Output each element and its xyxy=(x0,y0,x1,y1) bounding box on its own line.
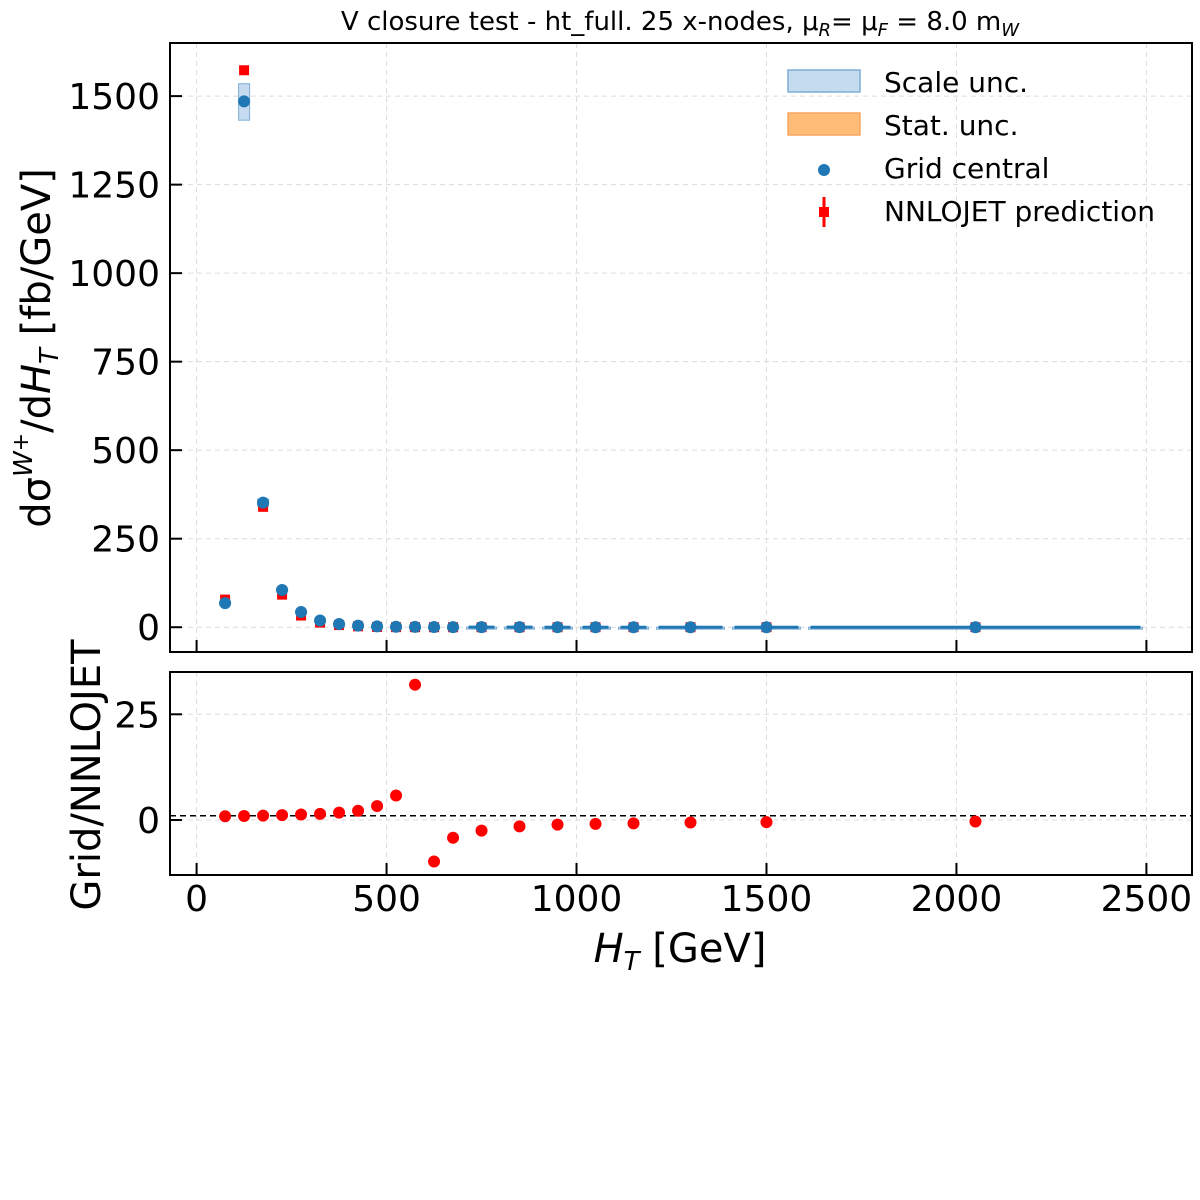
grid-central-point-12 xyxy=(447,621,460,634)
legend-label-2: Grid central xyxy=(884,152,1049,185)
legend-swatch-scale-unc xyxy=(787,69,861,93)
grid-central-point-13 xyxy=(475,621,488,634)
x-tick-label-1: 500 xyxy=(352,879,421,920)
grid-central-point-3 xyxy=(276,584,289,597)
grid-central-point-10 xyxy=(409,620,422,633)
ratio-point-13 xyxy=(475,824,488,837)
legend-swatch-grid-central xyxy=(818,164,830,176)
legend-label-1: Stat. unc. xyxy=(884,109,1018,142)
main-y-tick-label-6: 1500 xyxy=(68,77,160,118)
main-y-tick-label-1: 250 xyxy=(91,520,160,561)
ratio-y-axis-label: Grid/NNLOJET xyxy=(64,639,110,911)
ratio-y-tick-label-1: 25 xyxy=(114,695,160,736)
main-y-tick-label-5: 1250 xyxy=(68,166,160,207)
grid-central-point-4 xyxy=(295,605,308,618)
grid-central-point-5 xyxy=(314,614,327,627)
x-tick-label-4: 2000 xyxy=(911,879,1003,920)
main-y-axis-label: dσW+/dHT [fb/GeV] xyxy=(9,168,65,528)
main-panel-frame xyxy=(169,42,1193,653)
ratio-point-16 xyxy=(589,817,602,830)
ratio-y-tick-label-0: 0 xyxy=(137,801,160,842)
main-y-tick-label-3: 750 xyxy=(91,343,160,384)
legend-swatch-nnlojet xyxy=(819,207,829,217)
ratio-panel-frame xyxy=(169,671,1193,876)
ratio-point-0 xyxy=(219,810,232,823)
ratio-point-18 xyxy=(684,816,697,829)
ratio-point-19 xyxy=(760,816,773,829)
grid-central-point-18 xyxy=(684,621,697,634)
ratio-point-17 xyxy=(627,817,640,830)
ratio-point-6 xyxy=(333,806,346,819)
ratio-point-12 xyxy=(447,831,460,844)
ratio-point-1 xyxy=(238,810,251,823)
ratio-panel-grid xyxy=(170,672,1192,875)
main-y-tick-label-2: 500 xyxy=(91,431,160,472)
ratio-point-3 xyxy=(276,809,289,822)
x-tick-label-5: 2500 xyxy=(1101,879,1193,920)
ratio-point-7 xyxy=(352,804,365,817)
ratio-point-4 xyxy=(295,808,308,821)
grid-central-point-7 xyxy=(352,619,365,632)
x-tick-label-0: 0 xyxy=(185,879,208,920)
ratio-point-2 xyxy=(257,809,270,822)
ratio-point-9 xyxy=(390,789,403,802)
grid-central-point-6 xyxy=(333,618,346,631)
grid-central-point-2 xyxy=(257,496,270,509)
grid-central-point-20 xyxy=(969,621,982,634)
grid-central-point-14 xyxy=(513,621,526,634)
ratio-point-15 xyxy=(551,818,564,831)
x-axis-label: HT [GeV] xyxy=(594,926,767,977)
main-panel-marks xyxy=(219,65,1141,634)
chart-title: V closure test - ht_full. 25 x-nodes, μR… xyxy=(341,7,1020,41)
ratio-point-5 xyxy=(314,807,327,820)
ratio-panel-marks xyxy=(170,678,1192,868)
grid-central-point-11 xyxy=(428,621,441,634)
ratio-point-10 xyxy=(409,678,422,691)
legend-label-0: Scale unc. xyxy=(884,66,1028,99)
grid-central-point-16 xyxy=(589,621,602,634)
ratio-point-11 xyxy=(428,855,441,868)
nnlojet-point-1 xyxy=(239,65,250,76)
ratio-point-8 xyxy=(371,800,384,813)
legend-label-3: NNLOJET prediction xyxy=(884,195,1155,228)
ratio-point-20 xyxy=(969,815,982,828)
legend-swatch-stat-unc xyxy=(787,112,861,136)
main-panel-ticks: 0 250 500 750 1000 1250 1500 xyxy=(68,77,1148,652)
grid-central-point-0 xyxy=(219,597,232,610)
legend: Scale unc. Stat. unc. Grid central NNLOJET … xyxy=(787,66,1155,228)
main-y-tick-label-4: 1000 xyxy=(68,254,160,295)
x-tick-label-3: 1500 xyxy=(721,879,813,920)
main-y-tick-label-0: 0 xyxy=(137,608,160,649)
x-tick-label-2: 1000 xyxy=(531,879,623,920)
main-panel-grid xyxy=(170,43,1192,652)
grid-central-point-9 xyxy=(390,620,403,633)
grid-central-point-1 xyxy=(238,95,251,108)
main-panel: 0 250 500 750 1000 1250 1500 xyxy=(68,42,1193,653)
grid-central-point-15 xyxy=(551,621,564,634)
ratio-point-14 xyxy=(513,820,526,833)
grid-central-point-8 xyxy=(371,620,384,633)
grid-central-point-19 xyxy=(760,621,773,634)
grid-central-point-17 xyxy=(627,621,640,634)
